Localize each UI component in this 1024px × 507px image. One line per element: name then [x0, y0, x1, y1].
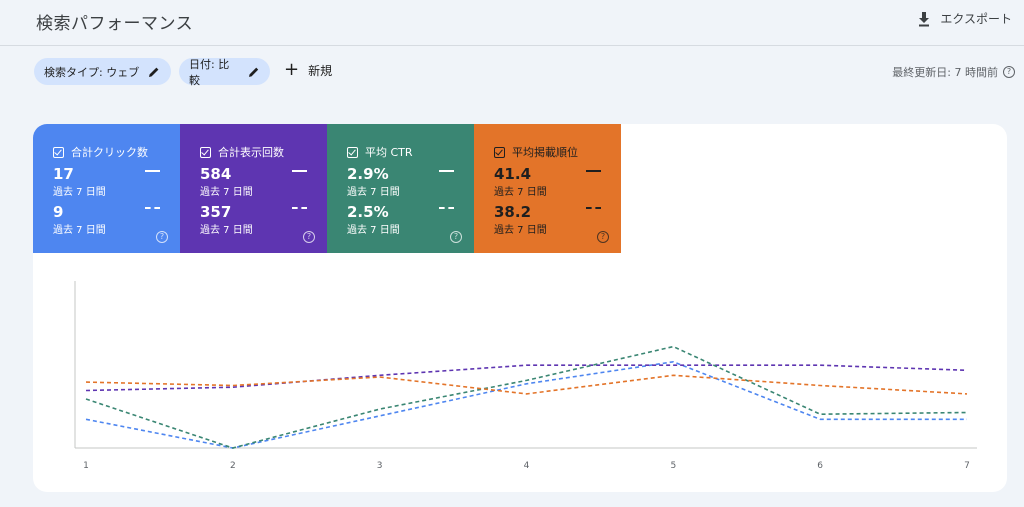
metric-period-previous: 過去 7 日間	[347, 225, 400, 236]
metric-title: 平均掲載順位	[512, 146, 578, 159]
solid-line-legend-icon	[145, 170, 160, 172]
metric-value-previous: 357	[200, 203, 232, 221]
page-title: 検索パフォーマンス	[36, 14, 194, 34]
series-line-clicks[interactable]	[85, 360, 967, 449]
help-icon[interactable]: ?	[450, 231, 462, 243]
metric-value-current: 584	[200, 165, 232, 183]
metric-value-previous: 38.2	[494, 203, 532, 221]
metric-period-current: 過去 7 日間	[53, 187, 106, 198]
checkbox-icon[interactable]	[53, 146, 64, 158]
x-tick-label: 5	[670, 461, 676, 471]
performance-card: 合計クリック数 17 過去 7 日間 9 過去 7 日間 ? 合計表示回数 58…	[33, 124, 1007, 492]
dashed-line-legend-icon	[586, 207, 601, 209]
checkbox-icon[interactable]	[200, 146, 211, 158]
checkbox-icon[interactable]	[494, 146, 505, 158]
metric-title: 平均 CTR	[365, 146, 413, 159]
series-line-impressions[interactable]	[85, 364, 968, 392]
metric-period-previous: 過去 7 日間	[494, 225, 547, 236]
help-icon[interactable]: ?	[303, 231, 315, 243]
x-tick-label: 6	[817, 461, 823, 471]
page-header: 検索パフォーマンス エクスポート	[0, 0, 1024, 46]
performance-chart[interactable]: 1 2 3 4 5 6 7	[33, 253, 1007, 492]
dashed-line-legend-icon	[439, 207, 454, 209]
x-tick-label: 1	[83, 461, 89, 471]
metric-card-position[interactable]: 平均掲載順位 41.4 過去 7 日間 38.2 過去 7 日間 ?	[474, 124, 621, 253]
metric-value-current: 41.4	[494, 165, 532, 183]
metric-period-previous: 過去 7 日間	[200, 225, 253, 236]
x-tick-label: 2	[230, 461, 236, 471]
metric-card-clicks[interactable]: 合計クリック数 17 過去 7 日間 9 過去 7 日間 ?	[33, 124, 180, 253]
series-line-position[interactable]	[85, 374, 968, 395]
pencil-icon	[149, 67, 159, 77]
metric-value-previous: 9	[53, 203, 64, 221]
metric-period-previous: 過去 7 日間	[53, 225, 106, 236]
metric-card-impressions[interactable]: 合計表示回数 584 過去 7 日間 357 過去 7 日間 ?	[180, 124, 327, 253]
metric-period-current: 過去 7 日間	[494, 187, 547, 198]
metric-title: 合計クリック数	[71, 146, 148, 159]
checkbox-icon[interactable]	[347, 146, 358, 158]
new-filter-button[interactable]: + 新規	[284, 61, 332, 79]
metric-period-current: 過去 7 日間	[200, 187, 253, 198]
last-updated-text: 最終更新日: 7 時間前	[892, 66, 998, 79]
metric-card-ctr[interactable]: 平均 CTR 2.9% 過去 7 日間 2.5% 過去 7 日間 ?	[327, 124, 474, 253]
metric-value-current: 2.9%	[347, 165, 389, 183]
metric-value-previous: 2.5%	[347, 203, 389, 221]
search-type-label: 検索タイプ: ウェブ	[44, 65, 140, 79]
help-icon[interactable]: ?	[156, 231, 168, 243]
solid-line-legend-icon	[586, 170, 601, 172]
metric-value-current: 17	[53, 165, 74, 183]
solid-line-legend-icon	[292, 170, 307, 172]
help-icon[interactable]: ?	[597, 231, 609, 243]
line-chart[interactable]: 1 2 3 4 5 6 7	[33, 253, 1007, 492]
metric-period-current: 過去 7 日間	[347, 187, 400, 198]
dashed-line-legend-icon	[292, 207, 307, 209]
plus-icon: +	[284, 59, 300, 80]
date-chip[interactable]: 日付: 比較	[179, 57, 270, 87]
x-tick-label: 4	[524, 461, 530, 471]
x-tick-label: 7	[964, 461, 970, 471]
metric-title: 合計表示回数	[218, 146, 284, 159]
last-updated: 最終更新日: 7 時間前 ?	[892, 64, 1015, 80]
help-icon[interactable]: ?	[1003, 66, 1015, 78]
x-tick-label: 3	[377, 461, 383, 471]
date-label: 日付: 比較	[189, 57, 230, 87]
search-type-chip[interactable]: 検索タイプ: ウェブ	[34, 58, 171, 85]
new-filter-label: 新規	[308, 63, 333, 78]
pencil-icon	[249, 67, 259, 77]
series-line-ctr[interactable]	[85, 345, 968, 449]
export-button[interactable]: エクスポート	[916, 10, 1012, 27]
download-icon	[919, 11, 930, 26]
dashed-line-legend-icon	[145, 207, 160, 209]
export-label: エクスポート	[940, 12, 1012, 26]
solid-line-legend-icon	[439, 170, 454, 172]
filter-bar: 検索タイプ: ウェブ 日付: 比較 + 新規 最終更新日: 7 時間前 ?	[0, 57, 1024, 87]
